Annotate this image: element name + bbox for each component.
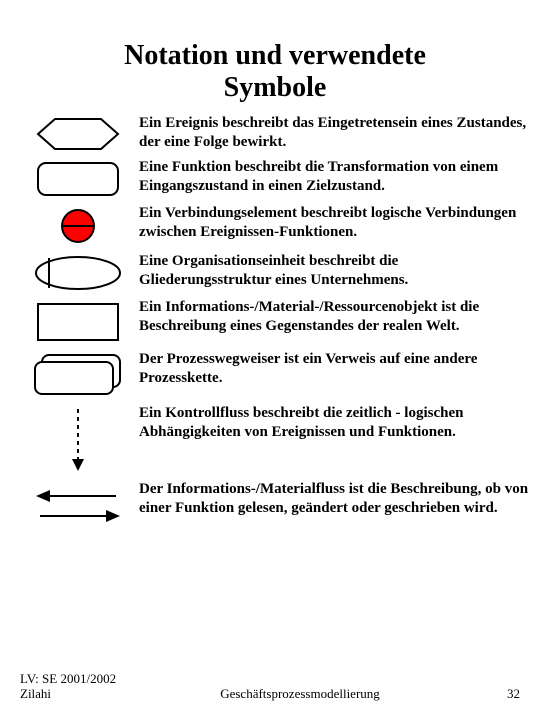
footer-left: LV: SE 2001/2002 Zilahi xyxy=(20,671,130,702)
stacked-rect-icon xyxy=(30,352,126,398)
symbol-dashed-arrow xyxy=(20,404,135,474)
title-line-2: Symbole xyxy=(224,72,327,103)
desc-ereignis: Ein Ereignis beschreibt das Eingetretens… xyxy=(135,114,530,152)
title-line-1: Notation und verwendete xyxy=(124,40,426,71)
legend-row-funktion: Eine Funktion beschreibt die Transformat… xyxy=(20,158,530,198)
symbol-rounded-rect xyxy=(20,158,135,198)
footer-center: Geschäftsprozessmodellierung xyxy=(130,686,470,702)
double-arrow-icon xyxy=(30,482,126,532)
footer-page-number: 32 xyxy=(470,686,520,702)
legend-row-prozesswegweiser: Der Prozesswegweiser ist ein Verweis auf… xyxy=(20,350,530,398)
connector-icon xyxy=(58,206,98,246)
symbol-rect xyxy=(20,298,135,344)
rect-icon xyxy=(33,300,123,344)
desc-kontrollfluss: Ein Kontrollfluss beschreibt die zeitlic… xyxy=(135,404,530,442)
legend-row-infoobjekt: Ein Informations-/Material-/Ressourcenob… xyxy=(20,298,530,344)
symbol-stacked-rect xyxy=(20,350,135,398)
symbol-hexagon xyxy=(20,114,135,152)
ellipse-icon xyxy=(31,254,125,292)
rounded-rect-icon xyxy=(33,160,123,198)
page-footer: LV: SE 2001/2002 Zilahi Geschäftsprozess… xyxy=(20,671,520,702)
legend-row-kontrollfluss: Ein Kontrollfluss beschreibt die zeitlic… xyxy=(20,404,530,474)
symbol-connector xyxy=(20,204,135,246)
legend-row-verbindung: Ein Verbindungselement beschreibt logisc… xyxy=(20,204,530,246)
desc-materialfluss: Der Informations-/Materialfluss ist die … xyxy=(135,480,530,518)
legend-row-ereignis: Ein Ereignis beschreibt das Eingetretens… xyxy=(20,114,530,152)
desc-orgeinheit: Eine Organisationseinheit beschreibt die… xyxy=(135,252,530,290)
legend-row-orgeinheit: Eine Organisationseinheit beschreibt die… xyxy=(20,252,530,292)
desc-verbindung: Ein Verbindungselement beschreibt logisc… xyxy=(135,204,530,242)
page-title: Notation und verwendete Symbole xyxy=(20,40,530,104)
legend-row-materialfluss: Der Informations-/Materialfluss ist die … xyxy=(20,480,530,532)
symbol-double-arrow xyxy=(20,480,135,532)
desc-funktion: Eine Funktion beschreibt die Transformat… xyxy=(135,158,530,196)
symbol-ellipse xyxy=(20,252,135,292)
dashed-arrow-icon xyxy=(58,406,98,474)
legend-rows: Ein Ereignis beschreibt das Eingetretens… xyxy=(20,114,530,532)
hexagon-icon xyxy=(33,116,123,152)
desc-infoobjekt: Ein Informations-/Material-/Ressourcenob… xyxy=(135,298,530,336)
desc-prozesswegweiser: Der Prozesswegweiser ist ein Verweis auf… xyxy=(135,350,530,388)
